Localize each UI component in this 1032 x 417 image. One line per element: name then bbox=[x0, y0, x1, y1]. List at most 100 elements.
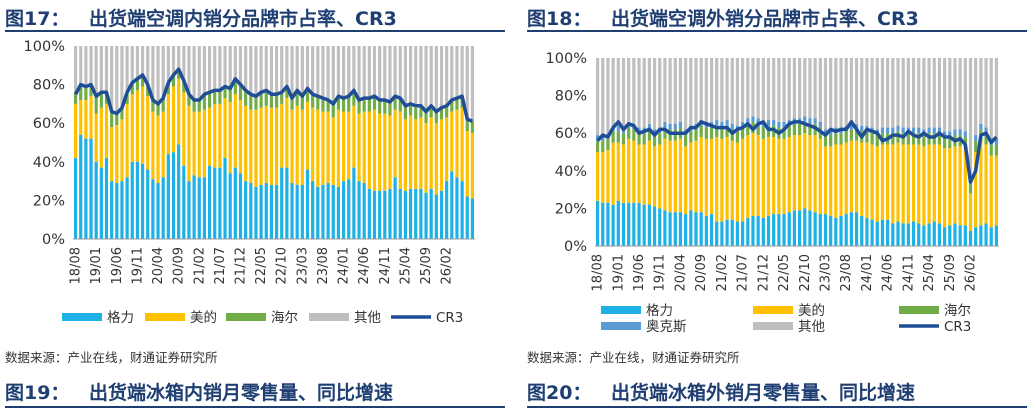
bar-x-50 bbox=[854, 129, 859, 141]
bar-x-44 bbox=[823, 135, 828, 147]
legend-swatch-3 bbox=[601, 322, 641, 330]
bar-x-50 bbox=[854, 212, 859, 246]
bar-remainder-28 bbox=[218, 46, 222, 91]
bar-x-0 bbox=[73, 92, 78, 104]
bar-x-40 bbox=[803, 208, 807, 246]
bar-x-16 bbox=[156, 103, 160, 116]
bar-remainder-57 bbox=[891, 58, 895, 128]
bar-x-32 bbox=[761, 127, 765, 139]
bar-x-16 bbox=[156, 115, 160, 184]
bar-x-76 bbox=[465, 119, 469, 131]
bar-x-73 bbox=[450, 100, 454, 112]
bar-x-48 bbox=[844, 142, 848, 215]
bar-x-23 bbox=[192, 111, 196, 176]
bar-x-46 bbox=[834, 144, 838, 218]
bar-x-38 bbox=[269, 94, 274, 108]
cr3-line bbox=[596, 120, 998, 184]
bar-x-10 bbox=[647, 140, 651, 205]
bar-x-18 bbox=[166, 94, 170, 155]
y-tick-label: 20% bbox=[555, 201, 587, 217]
bar-remainder-70 bbox=[958, 58, 962, 130]
bar-remainder-34 bbox=[772, 58, 776, 121]
bar-x-6 bbox=[627, 138, 631, 203]
bar-x-12 bbox=[658, 144, 662, 209]
bar-x-28 bbox=[741, 221, 745, 246]
bar-remainder-6 bbox=[104, 46, 109, 93]
bar-remainder-50 bbox=[331, 46, 335, 104]
title-rule bbox=[527, 30, 1027, 32]
bar-x-0 bbox=[595, 135, 600, 141]
bar-x-10 bbox=[125, 103, 129, 178]
bar-x-42 bbox=[290, 98, 294, 110]
bar-x-25 bbox=[725, 120, 729, 126]
y-tick-label: 100% bbox=[24, 39, 65, 55]
bar-x-28 bbox=[741, 127, 745, 139]
bar-remainder-3 bbox=[611, 58, 615, 126]
bar-x-5 bbox=[621, 202, 626, 246]
bar-x-68 bbox=[948, 225, 952, 246]
legend-swatch-2 bbox=[899, 306, 939, 314]
bar-x-38 bbox=[792, 123, 797, 136]
bar-x-28 bbox=[218, 90, 222, 104]
bar-x-13 bbox=[140, 163, 145, 239]
bar-x-44 bbox=[300, 109, 304, 185]
figure-18-title: 图18： 出货端空调外销分品牌市占率、CR3 bbox=[527, 4, 919, 31]
bar-remainder-21 bbox=[704, 58, 708, 122]
bar-x-26 bbox=[207, 107, 212, 166]
x-tick-label: 25/04 bbox=[398, 247, 413, 284]
bar-remainder-52 bbox=[865, 58, 869, 126]
bar-remainder-19 bbox=[694, 58, 698, 124]
bar-x-68 bbox=[948, 148, 952, 226]
bar-x-68 bbox=[424, 123, 428, 193]
bar-remainder-41 bbox=[285, 46, 289, 87]
bar-x-32 bbox=[238, 100, 243, 174]
bar-x-63 bbox=[398, 98, 402, 112]
bar-remainder-9 bbox=[120, 46, 124, 108]
bar-remainder-0 bbox=[73, 46, 78, 93]
bar-x-73 bbox=[450, 171, 454, 239]
bar-x-49 bbox=[326, 183, 330, 239]
bar-x-41 bbox=[808, 210, 812, 246]
chart-17: 0% 20% 40% 60% 80% 100% 18/08 19/01 19/06 19/11 20… bbox=[24, 39, 475, 326]
bar-remainder-77 bbox=[470, 46, 475, 122]
bar-x-68 bbox=[424, 111, 428, 124]
x-tick-label: 23/08 bbox=[316, 247, 331, 284]
bar-remainder-54 bbox=[875, 58, 879, 130]
bar-x-27 bbox=[735, 131, 740, 143]
x-tick-label: 19/01 bbox=[611, 254, 626, 291]
bar-remainder-28 bbox=[741, 58, 745, 122]
bar-x-11 bbox=[652, 206, 657, 246]
bar-remainder-48 bbox=[844, 58, 848, 126]
bar-x-70 bbox=[434, 194, 438, 239]
bar-x-62 bbox=[917, 144, 921, 224]
x-tick-label: 18/08 bbox=[69, 247, 84, 284]
bar-x-4 bbox=[94, 113, 98, 162]
bar-remainder-46 bbox=[311, 46, 315, 95]
bar-x-32 bbox=[238, 84, 243, 101]
bar-x-43 bbox=[818, 121, 822, 128]
bar-x-23 bbox=[192, 100, 196, 112]
bar-x-29 bbox=[746, 135, 750, 218]
bar-x-63 bbox=[922, 135, 926, 147]
bar-x-6 bbox=[104, 103, 109, 158]
bar-x-39 bbox=[274, 107, 279, 185]
bar-x-7 bbox=[110, 111, 114, 128]
bar-remainder-31 bbox=[233, 46, 237, 79]
bar-x-42 bbox=[813, 135, 817, 213]
bar-x-55 bbox=[880, 144, 885, 220]
bar-x-45 bbox=[305, 88, 310, 102]
bar-remainder-71 bbox=[963, 58, 967, 132]
x-tick-label: 20/09 bbox=[172, 247, 187, 284]
bar-x-73 bbox=[974, 152, 978, 228]
bar-x-62 bbox=[917, 133, 921, 145]
bar-x-8 bbox=[115, 183, 119, 239]
bar-x-41 bbox=[808, 118, 812, 124]
bar-x-58 bbox=[372, 190, 377, 239]
bar-x-70 bbox=[434, 111, 438, 124]
bar-x-54 bbox=[352, 167, 356, 239]
bar-x-43 bbox=[818, 138, 822, 215]
bar-x-48 bbox=[321, 111, 325, 185]
bar-x-33 bbox=[766, 120, 771, 126]
bar-x-46 bbox=[311, 181, 315, 239]
bar-x-28 bbox=[741, 138, 745, 222]
